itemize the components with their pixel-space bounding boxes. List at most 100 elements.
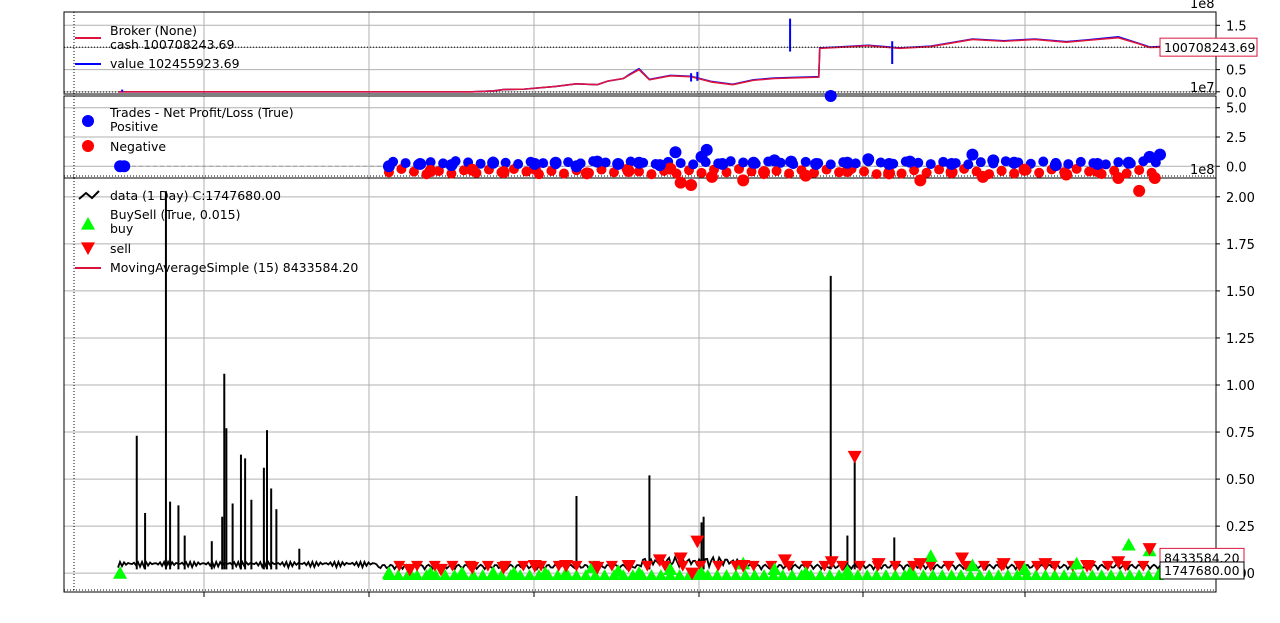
sell-marker (1031, 560, 1044, 572)
sell-marker (605, 560, 618, 572)
negative-trade-marker (996, 165, 1007, 176)
buy-marker (954, 569, 967, 580)
sell-marker (676, 560, 689, 572)
exponent-label: 1e8 (1190, 0, 1215, 12)
positive-trade-marker (669, 146, 682, 159)
buy-marker (538, 566, 553, 579)
buy-marker (945, 569, 958, 580)
buy-marker (381, 566, 396, 579)
sell-marker (694, 560, 707, 572)
positive-trade-marker (445, 159, 458, 172)
sell-marker (977, 560, 990, 572)
buy-marker (823, 569, 836, 580)
positive-trade-marker (987, 154, 1000, 167)
legend-positive-label: Positive (110, 119, 158, 134)
price-value-box (1159, 561, 1245, 580)
legend-sma-label: MovingAverageSimple (15) 8433584.20 (110, 260, 358, 275)
positive-trade-marker (563, 157, 574, 168)
last-value-label: 100708243.69 (1164, 40, 1256, 55)
buy-marker (506, 566, 521, 579)
buy-marker (965, 558, 980, 572)
sell-marker (955, 552, 970, 566)
sell-marker (800, 560, 813, 572)
positive-trade-marker (963, 159, 974, 170)
legend-title: Broker (None) (110, 23, 197, 38)
sell-marker (836, 560, 849, 572)
buy-marker (1123, 569, 1136, 580)
sell-marker (889, 560, 902, 572)
negative-trade-marker (746, 166, 757, 177)
buy-marker (1030, 569, 1043, 580)
buy-marker (673, 569, 686, 580)
buy-marker (611, 564, 626, 577)
sell-marker (824, 556, 839, 569)
positive-trade-marker (825, 159, 836, 170)
buy-marker (1133, 569, 1146, 580)
sell-marker (559, 560, 574, 573)
negative-trade-marker (622, 164, 635, 177)
sell-marker (907, 560, 920, 572)
negative-trade-marker (664, 162, 677, 175)
buy-marker (767, 562, 782, 576)
negative-trade-marker (580, 167, 593, 180)
buy-marker (579, 569, 592, 580)
negative-trade-marker (883, 167, 896, 180)
negative-trade-marker (685, 179, 698, 192)
negative-trade-marker (408, 166, 419, 177)
price-line (117, 554, 1161, 572)
buy-marker (964, 569, 977, 580)
buy-marker (851, 569, 864, 580)
negative-trade-marker (433, 165, 444, 176)
buy-marker (1058, 569, 1071, 580)
sell-marker (465, 561, 480, 575)
positive-trade-marker (414, 157, 427, 170)
trades-legend: Trades - Net Profit/Loss (True)Positive N… (82, 105, 294, 154)
positive-trade-marker (1038, 156, 1049, 167)
buy-marker (1048, 569, 1061, 580)
buy-marker (776, 569, 789, 580)
positive-trade-marker (810, 157, 823, 170)
sell-marker (871, 558, 886, 571)
y-tick-label: 0.50 (1226, 473, 1255, 488)
sell-marker (690, 535, 705, 549)
sell-marker (924, 560, 937, 572)
positive-trade-marker (1122, 156, 1135, 169)
buy-marker (423, 566, 438, 579)
negative-trade-marker (914, 174, 927, 187)
sell-marker (960, 560, 973, 572)
positive-trade-marker (570, 160, 583, 173)
negative-trade-marker (771, 165, 782, 176)
buy-marker (1076, 569, 1089, 580)
negative-trade-marker (705, 170, 718, 183)
buy-marker (861, 569, 874, 580)
positive-trade-marker (1143, 150, 1156, 163)
price-value-label: 1747680.00 (1164, 563, 1240, 578)
y-tick-label: 1.5 (1226, 19, 1247, 34)
negative-trade-marker (1134, 165, 1145, 176)
cash-line (118, 36, 1161, 93)
positive-trade-marker (653, 159, 666, 172)
negative-trade-marker (976, 170, 989, 183)
buy-marker (902, 566, 917, 579)
negative-trade-marker (934, 164, 945, 175)
last-value-box (1159, 37, 1258, 57)
sell-marker (402, 563, 417, 577)
sell-marker (1142, 543, 1157, 556)
positive-trade-marker (487, 156, 500, 169)
negative-trade-marker (608, 167, 619, 178)
buy-marker (1039, 569, 1052, 580)
negative-trade-marker (737, 174, 750, 187)
negative-trade-marker (1084, 166, 1095, 177)
sell-marker (685, 567, 700, 581)
negative-trade-marker (945, 166, 958, 179)
negative-trade-marker (1148, 172, 1161, 184)
legend-title: Trades - Net Profit/Loss (True) (109, 105, 294, 120)
y-tick-label: 0.25 (1226, 520, 1255, 535)
y-tick-label: 1.00 (1226, 379, 1255, 394)
negative-trade-marker (1009, 168, 1020, 179)
sell-marker (393, 560, 406, 572)
sell-marker (996, 558, 1011, 571)
negative-trade-marker (784, 168, 795, 179)
buy-marker (1011, 569, 1024, 580)
